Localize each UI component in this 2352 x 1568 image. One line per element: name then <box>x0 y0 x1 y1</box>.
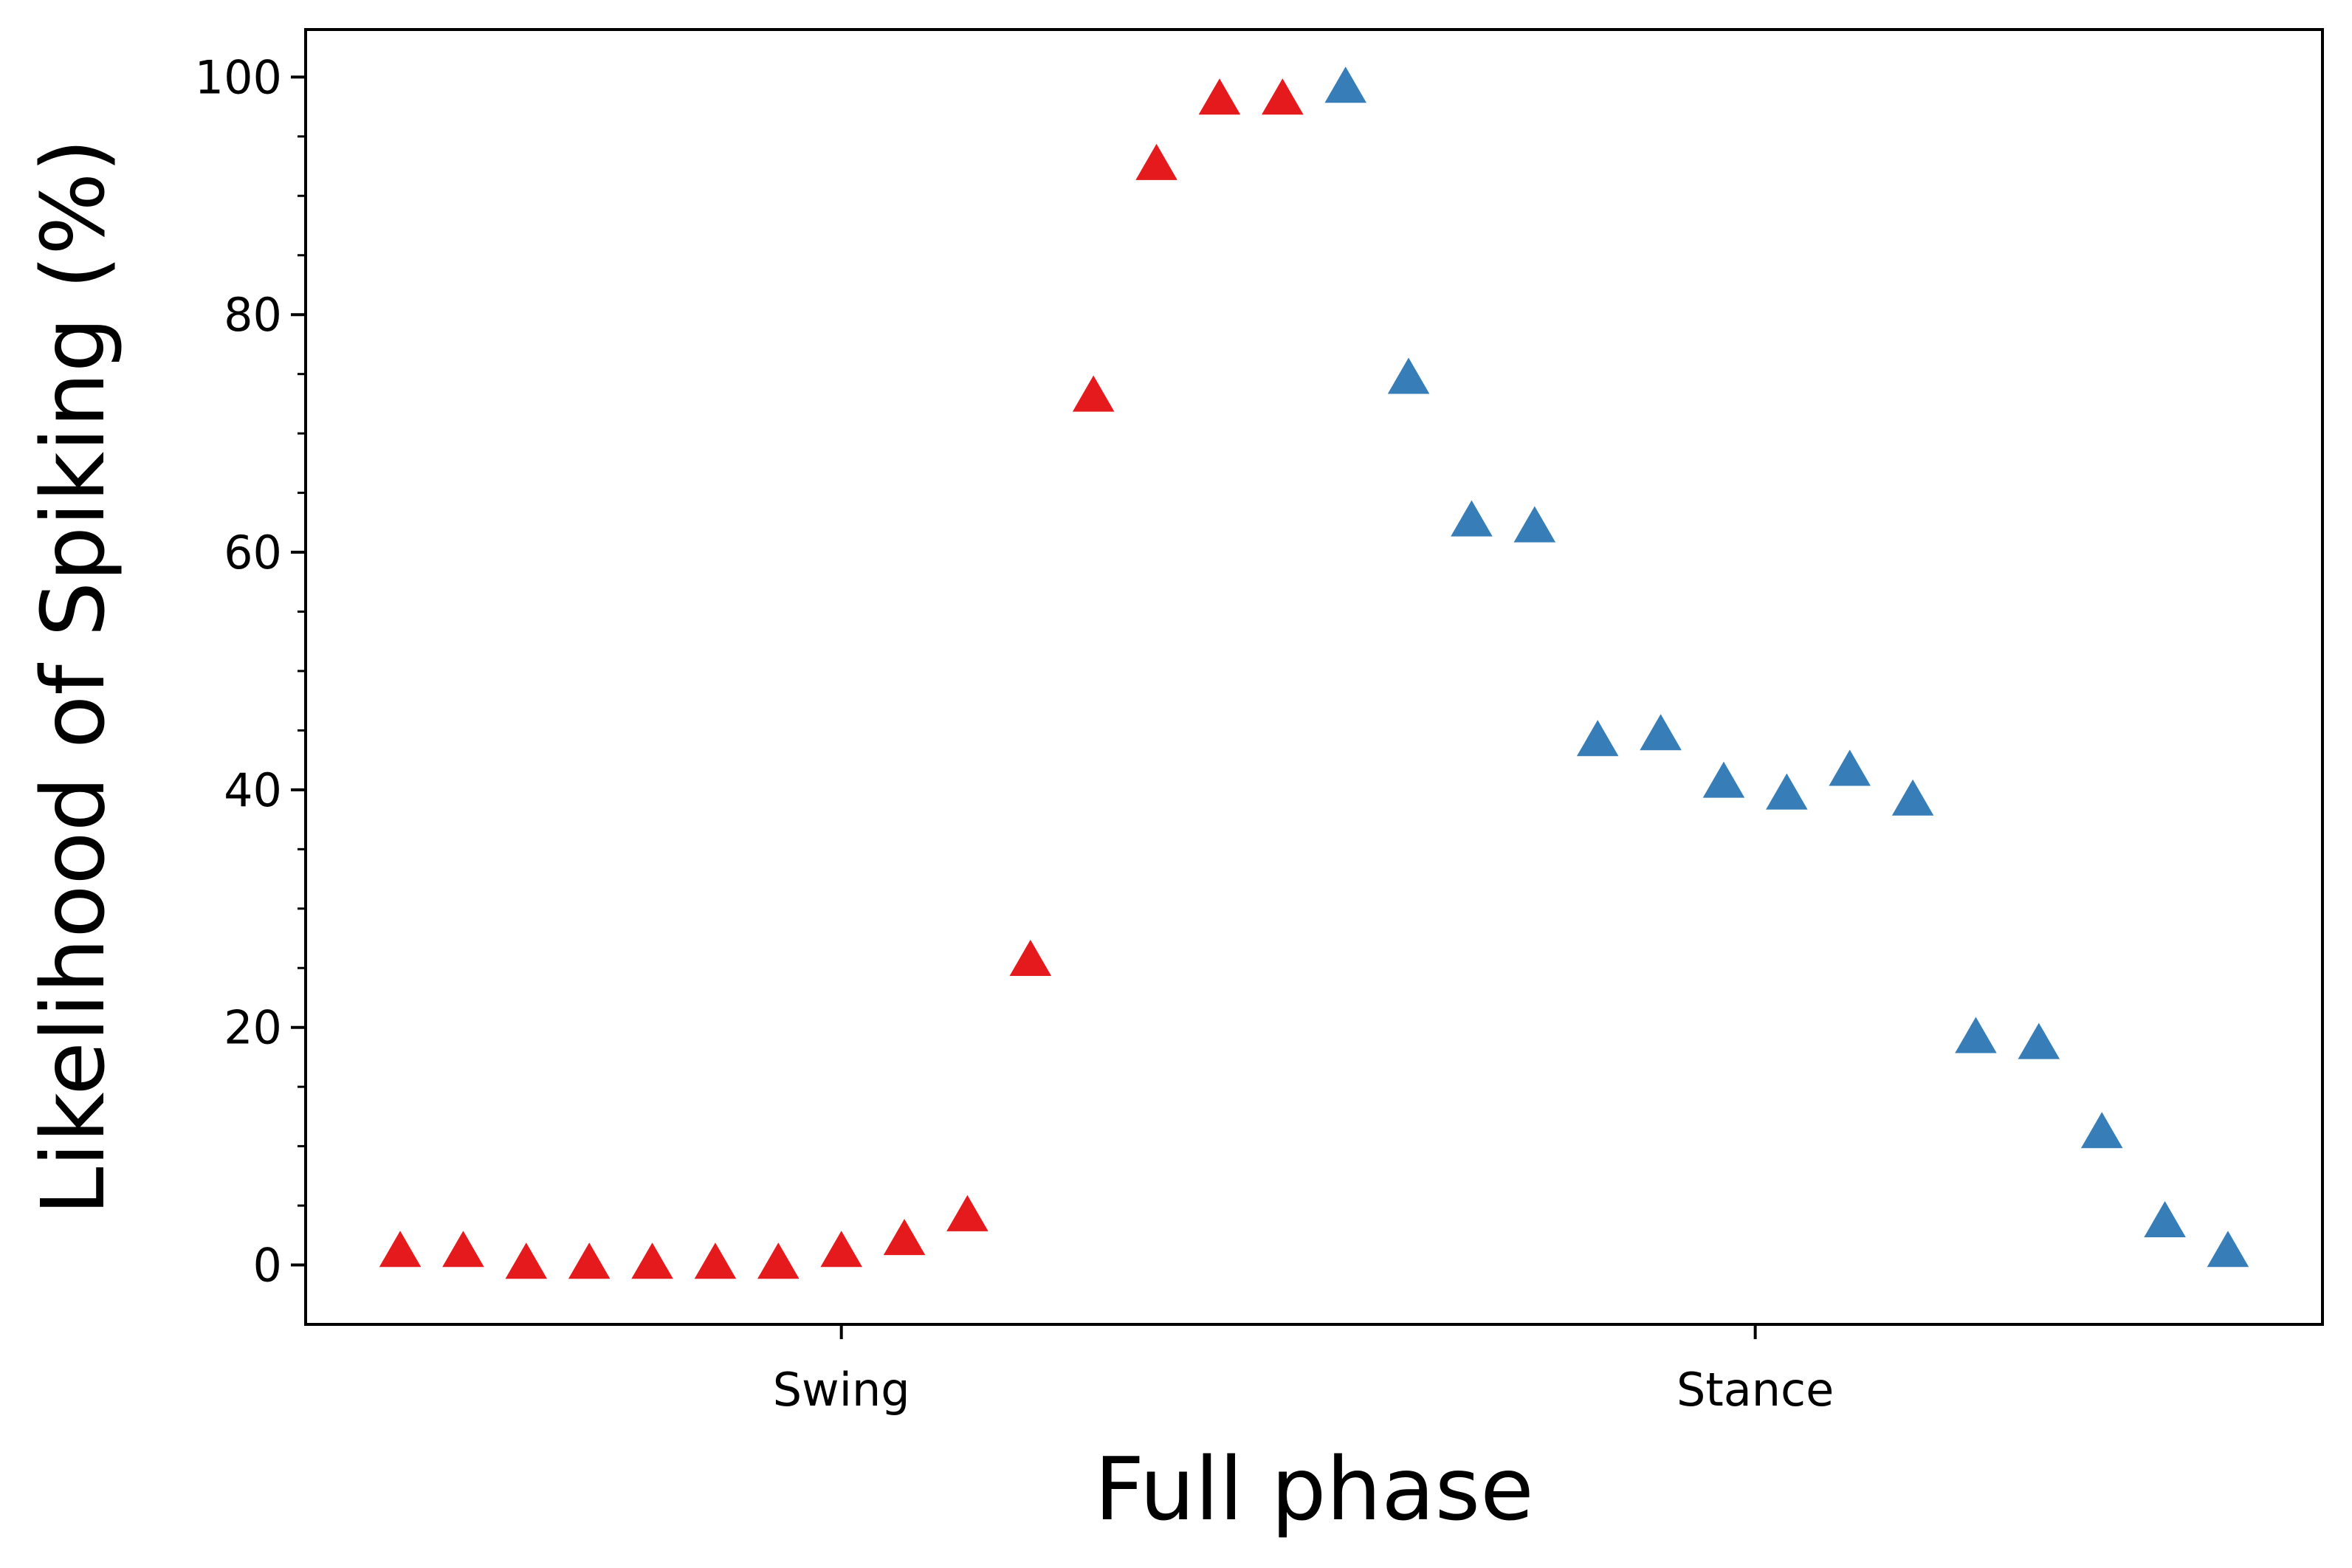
series-1-point-9 <box>881 1216 928 1257</box>
y-axis: 0 20 40 60 80 100 <box>195 50 306 1293</box>
y-tick-label: 40 <box>224 763 282 817</box>
series-2-point-6 <box>1637 711 1685 752</box>
series-1-point-4 <box>565 1239 613 1281</box>
series-1-point-5 <box>628 1239 676 1281</box>
series-1-point-8 <box>817 1228 865 1269</box>
series-2-point-13 <box>2078 1109 2125 1150</box>
series-2-point-8 <box>1763 770 1811 811</box>
y-tick-label: 60 <box>224 526 282 580</box>
series-2-point-10 <box>1889 776 1936 817</box>
x-axis-label: Full phase <box>1094 1438 1533 1540</box>
series-1-point-3 <box>503 1239 550 1281</box>
series-2-point-2 <box>1385 354 1432 396</box>
series-1-point-7 <box>754 1239 802 1281</box>
series-1-point-14 <box>1196 75 1243 117</box>
series-1-point-6 <box>692 1239 739 1281</box>
series-1-point-15 <box>1259 75 1307 117</box>
x-tick-label: Swing <box>773 1363 910 1417</box>
series-1-point-12 <box>1070 372 1117 413</box>
y-tick-label: 20 <box>224 1001 282 1055</box>
data-markers <box>376 63 2252 1281</box>
series-2-point-1 <box>1321 63 1369 105</box>
series-2-point-5 <box>1574 717 1621 758</box>
series-2-point-3 <box>1448 497 1496 538</box>
y-axis-label: Likelihood of Spiking (%) <box>22 139 124 1216</box>
series-2-point-7 <box>1700 758 1747 800</box>
y-tick-label: 0 <box>253 1239 282 1293</box>
x-axis: Swing Stance <box>773 1324 1834 1417</box>
series-2-point-15 <box>2204 1228 2252 1269</box>
series-2-point-11 <box>1952 1014 2000 1055</box>
plot-frame <box>304 28 2324 1326</box>
series-1-point-1 <box>376 1228 424 1269</box>
series-1-point-2 <box>439 1228 487 1269</box>
series-1-point-11 <box>1007 936 1054 977</box>
series-2-point-9 <box>1826 746 1874 788</box>
series-2-point-14 <box>2141 1197 2189 1239</box>
x-tick-label: Stance <box>1677 1363 1834 1417</box>
y-tick-label: 80 <box>224 288 282 342</box>
series-1-point-13 <box>1132 140 1180 182</box>
series-2-point-4 <box>1511 503 1558 544</box>
y-tick-label: 100 <box>195 50 282 104</box>
series-2-point-12 <box>2015 1019 2063 1061</box>
series-1-point-10 <box>943 1192 991 1233</box>
